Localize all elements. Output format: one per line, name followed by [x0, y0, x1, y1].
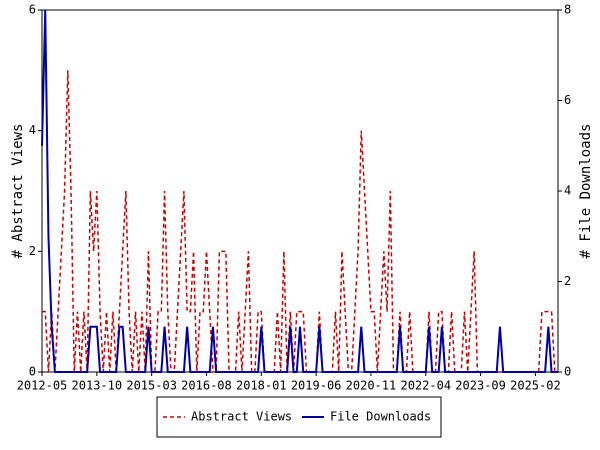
x-tick-label: 2019-06	[291, 379, 342, 393]
x-tick-label: 2022-04	[400, 379, 451, 393]
x-tick-label: 2025-02	[510, 379, 561, 393]
legend-label: File Downloads	[330, 410, 431, 424]
legend-label: Abstract Views	[191, 410, 292, 424]
y2-axis-title: # File Downloads	[578, 124, 594, 259]
series-line	[41, 9, 558, 373]
legend-box	[156, 396, 442, 438]
y2-tick-label: 0	[564, 365, 571, 379]
x-tick-label: 2023-09	[455, 379, 506, 393]
y-tick-label: 2	[29, 244, 36, 258]
x-tick-label: 2012-05	[17, 379, 68, 393]
y2-tick-label: 8	[564, 3, 571, 17]
y2-tick-label: 4	[564, 184, 571, 198]
x-tick-label: 2020-11	[346, 379, 397, 393]
x-tick-label: 2015-03	[126, 379, 177, 393]
y2-tick-label: 2	[564, 274, 571, 288]
y-tick-label: 0	[29, 365, 36, 379]
y-tick-label: 4	[29, 123, 36, 137]
y-axis-title: # Abstract Views	[10, 124, 26, 259]
y2-tick-label: 6	[564, 93, 571, 107]
y-tick-label: 6	[29, 3, 36, 17]
x-tick-label: 2016-08	[181, 379, 232, 393]
series-line	[42, 70, 558, 373]
x-tick-label: 2018-01	[236, 379, 287, 393]
x-tick-label: 2013-10	[72, 379, 123, 393]
